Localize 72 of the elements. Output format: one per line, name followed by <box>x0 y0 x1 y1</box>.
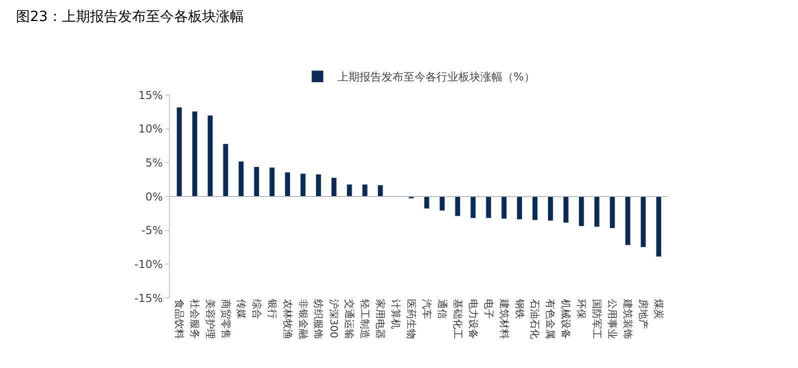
y-tick-label: 0% <box>145 190 163 204</box>
bar <box>362 184 368 197</box>
x-tick-label: 纺织服饰 <box>312 299 324 339</box>
bar <box>254 166 260 197</box>
x-tick-label: 美容护理 <box>204 299 216 339</box>
bar <box>439 196 446 211</box>
bar <box>454 196 461 216</box>
bar <box>346 184 352 197</box>
x-tick-label: 家用电器 <box>374 299 386 339</box>
x-tick-label: 电子 <box>482 299 494 319</box>
x-tick-label: 农林牧渔 <box>281 299 294 339</box>
bar <box>269 167 276 197</box>
x-tick-label: 通信 <box>436 299 448 319</box>
x-tick-label: 沪深300 <box>328 299 340 338</box>
bar <box>192 110 198 197</box>
bar <box>377 184 384 197</box>
y-tick-label: -15% <box>134 292 163 305</box>
bar <box>408 196 414 199</box>
y-tick-label: 10% <box>138 122 163 136</box>
bar <box>594 196 600 228</box>
x-tick-label: 建筑装饰 <box>622 298 634 339</box>
y-tick-label: -10% <box>134 258 163 272</box>
x-tick-label: 非银金融 <box>296 299 309 339</box>
x-tick-label: 有色金属 <box>544 299 556 339</box>
bar <box>578 196 584 227</box>
x-tick-label: 传媒 <box>234 299 246 319</box>
bar <box>330 177 337 197</box>
bar <box>284 172 290 197</box>
x-tick-label: 社会服务 <box>188 299 200 339</box>
x-tick-label: 钢铁 <box>513 298 526 319</box>
x-tick-label: 国防军工 <box>590 299 603 339</box>
x-tick-label: 轻工制造 <box>358 299 371 339</box>
x-tick-label: 综合 <box>250 299 262 319</box>
x-tick-label: 环保 <box>575 299 586 319</box>
x-tick-label: 商贸零售 <box>219 299 232 339</box>
x-tick-label: 机械设备 <box>560 299 572 339</box>
x-tick-label: 计算机 <box>390 299 402 329</box>
bar <box>609 196 616 229</box>
bar <box>640 196 646 248</box>
bar <box>486 196 492 218</box>
bar <box>316 174 322 197</box>
x-tick-label: 房地产 <box>637 299 649 329</box>
bar <box>470 196 476 218</box>
bar <box>222 143 229 197</box>
bar <box>300 173 306 197</box>
legend-label: 上期报告发布至今各行业板块涨幅（%） <box>338 70 535 84</box>
x-tick-label: 公用事业 <box>606 299 618 339</box>
x-tick-label: 石油石化 <box>528 299 541 339</box>
bar <box>207 115 214 197</box>
y-tick-label: -5% <box>141 224 163 238</box>
bar <box>238 161 244 197</box>
x-tick-label: 基础化工 <box>451 299 464 339</box>
x-tick-label: 交通运输 <box>343 299 356 339</box>
y-tick-label: 5% <box>145 156 163 170</box>
bar <box>548 196 554 222</box>
bar <box>424 196 430 209</box>
x-tick-label: 医药生物 <box>405 299 418 339</box>
x-tick-label: 建筑材料 <box>498 298 510 339</box>
bar <box>562 196 569 224</box>
x-tick-label: 电力设备 <box>466 299 479 339</box>
bar <box>516 196 522 220</box>
bar <box>501 196 508 220</box>
x-tick-label: 煤炭 <box>652 299 664 319</box>
x-tick-label: 汽车 <box>420 299 432 319</box>
y-tick-label: 15% <box>138 88 163 102</box>
x-tick-label: 食品饮料 <box>173 299 186 339</box>
chart-title: 图23：上期报告发布至今各板块涨幅 <box>16 8 244 25</box>
bar <box>532 196 538 220</box>
bar <box>624 196 631 246</box>
x-tick-label: 银行 <box>266 298 277 319</box>
bar <box>656 196 662 257</box>
bar <box>176 106 182 197</box>
